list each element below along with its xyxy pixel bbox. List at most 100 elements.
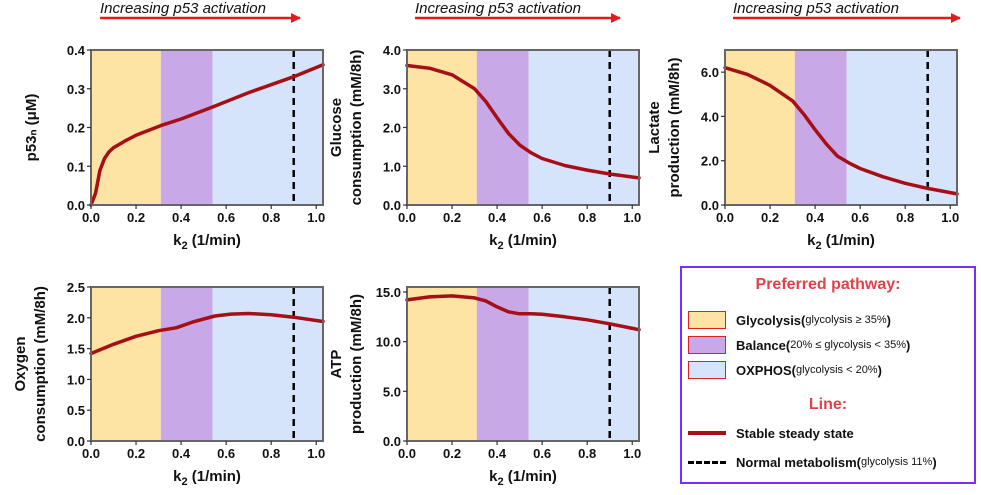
glycolysis-region — [91, 50, 161, 205]
x-tick-label: 0.4 — [806, 210, 825, 225]
y-axis-label: consumption (mM/8h) — [348, 50, 365, 206]
y-tick-label: 0.3 — [67, 82, 85, 97]
y-axis-label: production (mM/8h) — [348, 294, 365, 434]
legend-detail: 20% ≤ glycolysis < 35% — [790, 339, 906, 351]
x-axis-label: k2 (1/min) — [489, 468, 557, 488]
legend-label: Stable steady state — [736, 426, 854, 441]
y-axis-label: ATP — [328, 350, 345, 379]
y-axis-label: production (mM/8h) — [666, 58, 683, 198]
x-tick-label: 1.0 — [623, 210, 641, 225]
chart-panel-1: 0.0 0.2 0.4 0.6 0.8 1.0 0.0 0.1 0.2 0.3 0.4 k2 (1/m… — [23, 0, 325, 252]
chart-panel-3: 0.0 0.2 0.4 0.6 0.8 1.0 0.0 2.0 4.0 6.0 k2 (1/min)… — [646, 0, 960, 252]
y-tick-label: 2.5 — [67, 280, 85, 295]
oxphos-region — [529, 50, 639, 205]
x-tick-label: 0.6 — [533, 446, 551, 461]
glycolysis-region — [91, 287, 161, 441]
x-tick-label: 0.2 — [761, 210, 779, 225]
balance-region — [795, 50, 847, 205]
x-tick-label: 0.4 — [488, 446, 507, 461]
oxphos-region — [529, 287, 639, 441]
y-axis-label: Lactate — [646, 101, 663, 154]
legend-label: Balance — [736, 338, 786, 353]
x-tick-label: 1.0 — [307, 446, 325, 461]
legend-label: Glycolysis — [736, 313, 801, 328]
balance-region — [161, 287, 213, 441]
y-tick-label: 2.0 — [701, 154, 719, 169]
x-tick-label: 0.8 — [578, 210, 596, 225]
legend-label: OXPHOS — [736, 363, 792, 378]
y-tick-label: 0.0 — [701, 198, 719, 213]
y-tick-label: 2.0 — [67, 311, 85, 326]
x-tick-label: 1.0 — [307, 210, 325, 225]
x-axis-label: k2 (1/min) — [173, 232, 241, 252]
y-axis-label: Glucose — [328, 98, 345, 157]
y-tick-label: 0.1 — [67, 159, 85, 174]
legend-detail: glycolysis < 20% — [796, 364, 878, 376]
legend-item-glycolysis: Glycolysis (glycolysis ≥ 35%) — [688, 310, 891, 330]
activation-annotation: Increasing p53 activation — [100, 0, 266, 17]
x-tick-label: 0.8 — [896, 210, 914, 225]
oxphos-swatch — [688, 361, 726, 379]
chart-panel-2: 0.0 0.2 0.4 0.6 0.8 1.0 0.0 1.0 2.0 3.0 4.0 k2 (1/m… — [328, 0, 641, 252]
legend-item-oxphos: OXPHOS (glycolysis < 20%) — [688, 360, 882, 380]
x-axis-label: k2 (1/min) — [489, 232, 557, 252]
legend-detail: glycolysis 11% — [861, 456, 932, 468]
x-tick-label: 0.2 — [127, 210, 145, 225]
y-tick-label: 6.0 — [701, 65, 719, 80]
glycolysis-region — [725, 50, 795, 205]
y-tick-label: 0.5 — [67, 403, 85, 418]
chart-panel-5: 0.0 0.2 0.4 0.6 0.8 1.00.05.010.015.0k2 (1/mi… — [328, 285, 641, 488]
oxphos-region — [213, 287, 323, 441]
legend-label: Normal metabolism — [736, 455, 857, 470]
activation-annotation: Increasing p53 activation — [415, 0, 581, 17]
x-tick-label: 0.8 — [262, 210, 280, 225]
glycolysis-swatch — [688, 311, 726, 329]
y-tick-label: 0.2 — [67, 121, 85, 136]
y-tick-label: 1.5 — [67, 342, 85, 357]
x-tick-label: 0.2 — [443, 210, 461, 225]
x-tick-label: 0.4 — [172, 446, 191, 461]
legend-item-stable: Stable steady state — [688, 423, 854, 443]
y-axis-label: consumption (mM/8h) — [32, 286, 49, 442]
activation-annotation: Increasing p53 activation — [733, 0, 899, 17]
x-tick-label: 1.0 — [941, 210, 959, 225]
legend-title: Preferred pathway: — [682, 276, 974, 294]
y-tick-label: 0.0 — [383, 198, 401, 213]
y-axis-label: p53ₙ (μM) — [23, 94, 40, 162]
y-tick-label: 4.0 — [701, 109, 719, 124]
y-tick-label: 0.4 — [67, 43, 86, 58]
legend-line-title: Line: — [682, 396, 974, 414]
y-tick-label: 1.0 — [383, 159, 401, 174]
x-tick-label: 1.0 — [623, 446, 641, 461]
y-tick-label: 0.0 — [67, 434, 85, 449]
y-tick-label: 0.0 — [383, 434, 401, 449]
x-tick-label: 0.4 — [488, 210, 507, 225]
stable-line-swatch — [688, 431, 726, 435]
x-tick-label: 0.6 — [217, 446, 235, 461]
y-tick-label: 2.0 — [383, 121, 401, 136]
x-tick-label: 0.6 — [217, 210, 235, 225]
y-tick-label: 5.0 — [383, 384, 401, 399]
x-tick-label: 0.2 — [127, 446, 145, 461]
x-tick-label: 0.8 — [262, 446, 280, 461]
y-tick-label: 15.0 — [376, 285, 401, 300]
glycolysis-region — [407, 287, 477, 441]
legend-panel: Preferred pathway: Glycolysis (glycolysi… — [680, 266, 976, 484]
x-tick-label: 0.6 — [851, 210, 869, 225]
x-tick-label: 0.8 — [578, 446, 596, 461]
normal-line-swatch — [688, 461, 726, 464]
y-tick-label: 1.0 — [67, 372, 85, 387]
x-axis-label: k2 (1/min) — [807, 232, 875, 252]
chart-panel-4: 0.0 0.2 0.4 0.6 0.8 1.0 0.0 0.5 1.0 1.5 2.0 2.5 k2 (… — [12, 280, 325, 488]
x-tick-label: 0.2 — [443, 446, 461, 461]
y-tick-label: 3.0 — [383, 82, 401, 97]
x-tick-label: 0.4 — [172, 210, 191, 225]
y-axis-label: Oxygen — [12, 336, 29, 391]
balance-region — [161, 50, 213, 205]
y-tick-label: 4.0 — [383, 43, 401, 58]
y-tick-label: 0.0 — [67, 198, 85, 213]
y-tick-label: 10.0 — [376, 335, 401, 350]
x-tick-label: 0.6 — [533, 210, 551, 225]
x-axis-label: k2 (1/min) — [173, 468, 241, 488]
legend-item-normal: Normal metabolism (glycolysis 11%) — [688, 452, 937, 472]
